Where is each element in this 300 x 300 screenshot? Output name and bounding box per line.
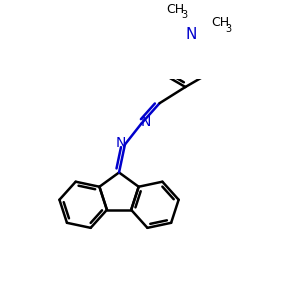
Text: CH: CH [166,3,184,16]
Text: N: N [186,27,197,42]
Text: 3: 3 [226,24,232,34]
Text: 3: 3 [181,10,187,20]
Text: N: N [115,136,126,150]
Text: CH: CH [211,16,229,29]
Text: N: N [140,116,151,129]
